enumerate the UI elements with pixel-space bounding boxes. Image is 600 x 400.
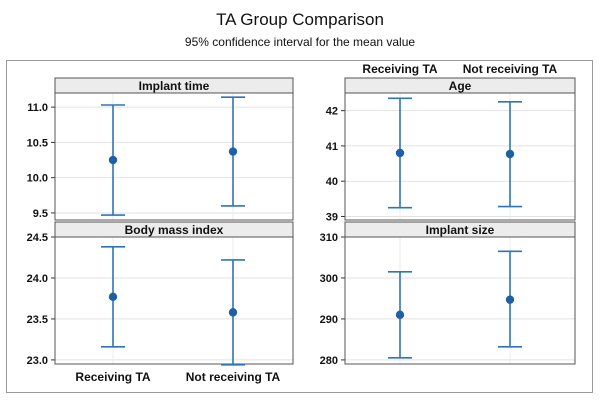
body-mass-index-ytick-label: 23.5 [27,314,48,326]
top-category-label-receiving-ta: Receiving TA [362,62,437,76]
plot-canvas: 9.5 10.0 10.5 11.0 Implant time 39 40 41 42 Age 23… [0,0,600,400]
implant-time-not-receiving-ta-mean-point [229,147,237,155]
implant-time-receiving-ta-mean-point [109,156,117,164]
age-ytick-label: 41 [326,141,338,153]
implant-time-ytick-label: 9.5 [33,208,48,220]
top-category-label-not-receiving-ta: Not receiving TA [463,62,558,76]
age-not-receiving-ta-mean-point [506,150,514,158]
body-mass-index-ytick-label: 23.0 [27,355,48,367]
implant-time-panel-title: Implant time [139,79,210,93]
implant-size-plot-area [345,237,575,364]
body-mass-index-panel-title: Body mass index [125,223,224,237]
implant-size-not-receiving-ta-mean-point [506,295,514,303]
implant-size-ytick-label: 280 [320,355,338,367]
body-mass-index-ytick-label: 24.0 [27,273,48,285]
bottom-category-label-receiving-ta: Receiving TA [75,370,150,384]
implant-size-panel-title: Implant size [426,223,495,237]
figure: TA Group Comparison 95% confidence inter… [0,0,600,400]
implant-size-receiving-ta-mean-point [396,311,404,319]
body-mass-index-receiving-ta-mean-point [109,293,117,301]
implant-size-ytick-label: 290 [320,314,338,326]
implant-time-ytick-label: 11.0 [27,102,48,114]
implant-size-ytick-label: 300 [320,273,338,285]
age-ytick-label: 42 [326,106,338,118]
bottom-category-label-not-receiving-ta: Not receiving TA [186,370,281,384]
implant-size-ytick-label: 310 [320,232,338,244]
implant-time-plot-area [55,93,293,220]
body-mass-index-ytick-label: 24.5 [27,232,48,244]
age-plot-area [345,93,575,220]
age-ytick-label: 40 [326,176,338,188]
implant-time-ytick-label: 10.0 [27,173,48,185]
age-receiving-ta-mean-point [396,149,404,157]
age-panel-title: Age [449,79,472,93]
body-mass-index-plot-area [55,237,293,364]
implant-time-ytick-label: 10.5 [27,137,48,149]
body-mass-index-not-receiving-ta-mean-point [229,308,237,316]
age-ytick-label: 39 [326,211,338,223]
